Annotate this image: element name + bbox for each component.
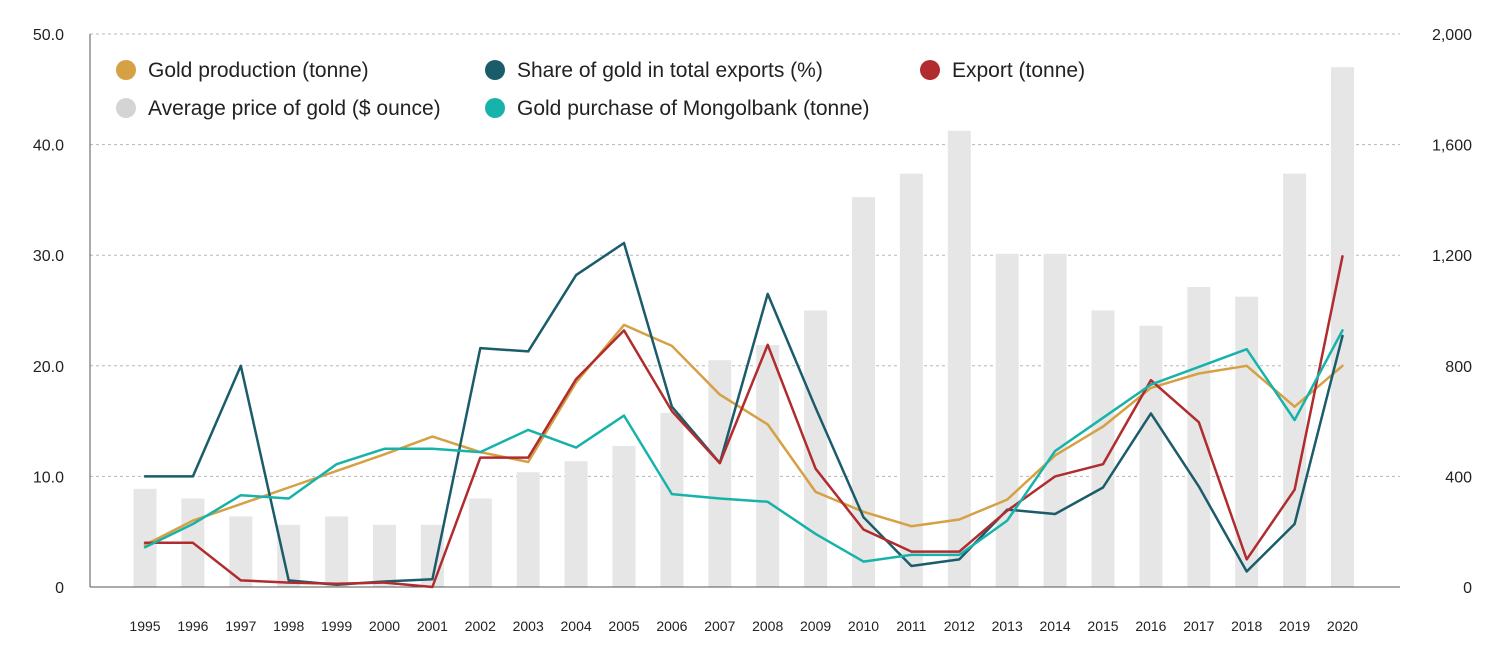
legend-swatch bbox=[485, 98, 505, 118]
x-tick-label: 2005 bbox=[608, 618, 639, 634]
y-left-tick-label: 40.0 bbox=[33, 138, 64, 155]
price-bar bbox=[1187, 286, 1211, 587]
y-left-tick-label: 20.0 bbox=[33, 359, 64, 376]
x-tick-label: 2020 bbox=[1327, 618, 1358, 634]
price-bar bbox=[1043, 253, 1067, 587]
x-tick-label: 2019 bbox=[1279, 618, 1310, 634]
legend-label: Share of gold in total exports (%) bbox=[517, 59, 823, 82]
axes: 0 10.0 20.0 30.0 40.0 50.0 0 400 800 1,200 1,600 2,… bbox=[33, 27, 1472, 634]
y-right-tick-label: 1,600 bbox=[1432, 138, 1472, 155]
price-bar bbox=[852, 197, 875, 587]
x-tick-label: 1997 bbox=[225, 618, 256, 634]
x-tick-label: 2015 bbox=[1087, 618, 1118, 634]
y-left-tick-label: 50.0 bbox=[33, 27, 64, 44]
x-tick-label: 2018 bbox=[1231, 618, 1262, 634]
legend-label: Gold production (tonne) bbox=[148, 59, 369, 82]
y-left-tick-label: 0 bbox=[55, 580, 64, 597]
price-bars bbox=[133, 67, 1354, 588]
x-tick-label: 2006 bbox=[656, 618, 687, 634]
price-bar bbox=[1139, 325, 1163, 587]
y-right-tick-label: 800 bbox=[1445, 359, 1472, 376]
x-tick-label: 2010 bbox=[848, 618, 879, 634]
legend-label: Export (tonne) bbox=[952, 59, 1085, 82]
x-tick-label: 2013 bbox=[992, 618, 1023, 634]
price-bar bbox=[1235, 296, 1259, 587]
price-bar bbox=[564, 461, 588, 587]
y-right-tick-label: 2,000 bbox=[1432, 27, 1472, 44]
x-tick-label: 2016 bbox=[1135, 618, 1166, 634]
x-tick-label: 2017 bbox=[1183, 618, 1214, 634]
legend-swatch bbox=[116, 60, 136, 80]
price-bar bbox=[516, 472, 540, 587]
price-bar bbox=[133, 488, 157, 587]
legend-swatch bbox=[116, 98, 136, 118]
x-tick-label: 1996 bbox=[177, 618, 208, 634]
price-bar bbox=[468, 498, 492, 587]
price-bar bbox=[612, 445, 636, 587]
x-tick-label: 2014 bbox=[1040, 618, 1071, 634]
price-bar bbox=[899, 173, 923, 587]
series-line bbox=[143, 241, 1344, 587]
price-bar bbox=[660, 412, 684, 587]
legend-label: Average price of gold ($ ounce) bbox=[148, 97, 441, 120]
x-tick-label: 2008 bbox=[752, 618, 783, 634]
x-tick-label: 1999 bbox=[321, 618, 352, 634]
gridlines bbox=[90, 33, 1400, 477]
price-bar bbox=[708, 360, 732, 587]
price-bar bbox=[804, 310, 828, 587]
y-left-tick-label: 30.0 bbox=[33, 248, 64, 265]
price-bar bbox=[277, 524, 301, 587]
y-right-tick-label: 400 bbox=[1445, 469, 1472, 486]
series-line bbox=[143, 329, 1344, 563]
x-tick-label: 1998 bbox=[273, 618, 304, 634]
series-lines bbox=[143, 241, 1344, 589]
series-line bbox=[143, 323, 1344, 547]
x-tick-label: 2001 bbox=[417, 618, 448, 634]
x-tick-label: 1995 bbox=[129, 618, 160, 634]
price-bar bbox=[995, 253, 1019, 587]
x-tick-label: 2012 bbox=[944, 618, 975, 634]
x-tick-label: 2004 bbox=[561, 618, 592, 634]
price-bar bbox=[1331, 67, 1354, 588]
price-bar bbox=[1283, 173, 1307, 587]
series-line bbox=[143, 255, 1344, 589]
price-bar bbox=[756, 345, 780, 587]
x-tick-label: 2003 bbox=[513, 618, 544, 634]
y-left-tick-label: 10.0 bbox=[33, 469, 64, 486]
legend-swatch bbox=[485, 60, 505, 80]
x-tick-label: 2007 bbox=[704, 618, 735, 634]
legend-label: Gold purchase of Mongolbank (tonne) bbox=[517, 97, 870, 120]
legend-swatch bbox=[920, 60, 940, 80]
price-bar bbox=[947, 130, 971, 587]
price-bar bbox=[325, 516, 349, 587]
price-bar bbox=[373, 524, 396, 587]
price-bar bbox=[1091, 310, 1115, 587]
y-right-tick-label: 0 bbox=[1463, 580, 1472, 597]
price-bar bbox=[229, 516, 253, 587]
x-tick-label: 2011 bbox=[896, 618, 926, 634]
y-right-tick-label: 1,200 bbox=[1432, 248, 1472, 265]
x-tick-label: 2009 bbox=[800, 618, 831, 634]
x-tick-label: 2000 bbox=[369, 618, 400, 634]
legend: Gold production (tonne) Share of gold in … bbox=[116, 59, 1085, 120]
x-tick-label: 2002 bbox=[465, 618, 496, 634]
